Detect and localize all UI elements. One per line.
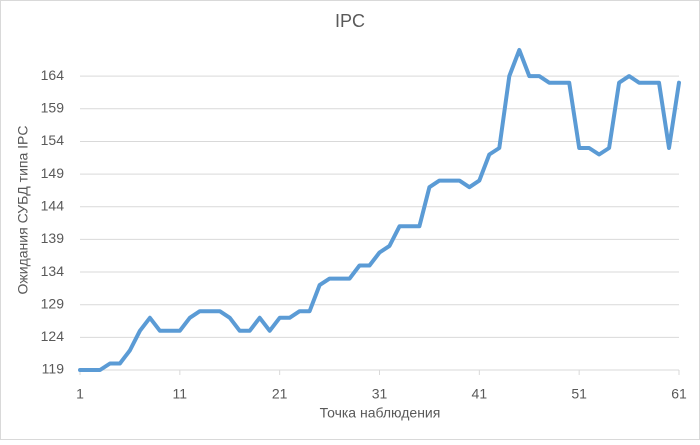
y-tick-label: 154 — [41, 132, 65, 148]
y-tick-label: 149 — [41, 165, 65, 181]
y-axis-label: Ожидания СУБД типа IPC — [15, 126, 31, 295]
y-tick-label: 139 — [41, 230, 65, 246]
x-tick-label: 61 — [671, 386, 687, 402]
y-tick-label: 129 — [41, 295, 65, 311]
x-tick-label: 41 — [472, 386, 488, 402]
x-tick-label: 11 — [173, 386, 188, 402]
x-axis-label: Точка наблюдения — [320, 405, 441, 421]
y-tick-label: 159 — [41, 100, 65, 116]
x-tick-label: 1 — [76, 386, 84, 402]
y-tick-label: 119 — [42, 361, 65, 377]
x-tick-label: 21 — [272, 386, 288, 402]
x-tick-label: 51 — [571, 386, 587, 402]
x-tick-label: 31 — [372, 386, 388, 402]
data-line — [78, 48, 681, 372]
y-tick-label: 124 — [41, 328, 65, 344]
y-tick-label: 164 — [41, 67, 65, 83]
chart-title: IPC — [335, 11, 365, 31]
y-tick-label: 134 — [41, 263, 65, 279]
y-tick-label: 144 — [41, 197, 65, 213]
